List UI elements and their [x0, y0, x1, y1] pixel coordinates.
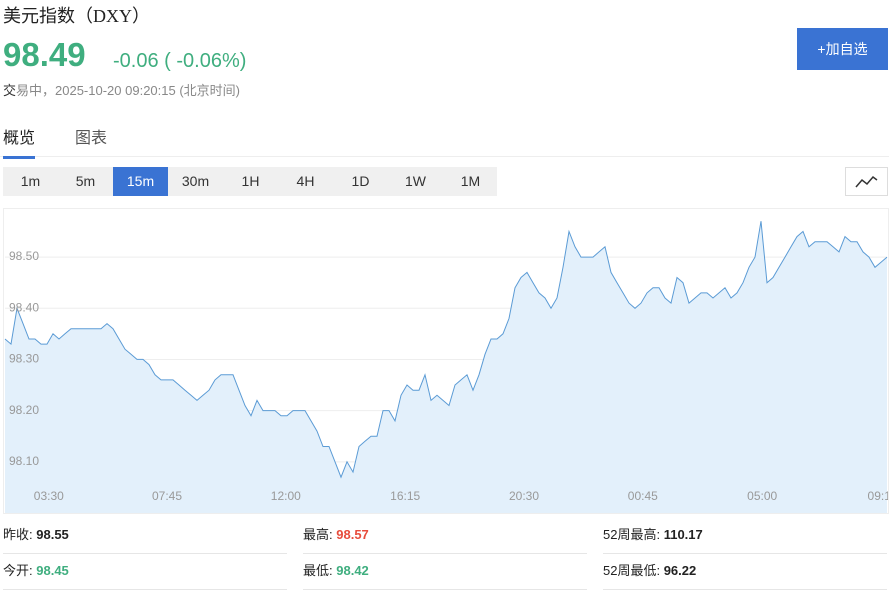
- x-tick-label: 20:30: [509, 489, 539, 503]
- interval[interactable]: 1D: [351, 173, 370, 189]
- stat-label: 最高:: [303, 527, 333, 542]
- interval[interactable]: 15m: [113, 167, 168, 196]
- tab[interactable]: 图表: [75, 130, 108, 147]
- stat-label: 52周最高:: [603, 527, 661, 542]
- x-tick-label: 07:45: [152, 489, 182, 503]
- change: -0.06 ( -0.06%): [113, 50, 247, 72]
- interval[interactable]: 4H: [296, 173, 315, 189]
- stat: 52周最低: 96.22: [603, 553, 887, 590]
- x-tick-label: 00:45: [628, 489, 658, 503]
- y-tick-label: 98.40: [9, 300, 39, 314]
- area: [5, 221, 887, 513]
- stat-label: 52周最低:: [603, 563, 661, 578]
- stat-value: 98.55: [36, 527, 69, 542]
- y-tick-label: 98.50: [9, 249, 39, 263]
- interval[interactable]: 1H: [241, 173, 260, 189]
- stat-value: 96.22: [663, 563, 697, 578]
- stat: 52周最高: 110.17: [603, 517, 887, 554]
- interval[interactable]: 1W: [405, 173, 426, 189]
- status: 交易中，2025-10-20 09:20:15 (北京时间): [3, 83, 240, 98]
- stat: 今开: 98.45: [3, 553, 287, 590]
- x-tick-label: 05:00: [747, 489, 777, 503]
- interval[interactable]: 1m: [20, 173, 41, 189]
- chart-style-button[interactable]: [845, 167, 888, 196]
- tabs: 概览 图表: [0, 118, 889, 159]
- icon: [855, 175, 878, 188]
- stat-value: 98.42: [336, 563, 369, 578]
- stat: 最高: 98.57: [303, 517, 587, 554]
- stat-label: 今开:: [3, 563, 33, 578]
- stat-label: 最低:: [303, 563, 333, 578]
- y-tick-label: 98.30: [9, 352, 39, 366]
- interval-bar: 1m 5m 15m 30m 1H 4H 1D 1W 1M: [3, 167, 497, 196]
- stat: 最低: 98.42: [303, 553, 587, 590]
- y-tick-label: 98.10: [9, 454, 39, 468]
- line: [4, 221, 888, 479]
- chart: 98.10 98.20 98.30 98.40 98.50 03:30 07:45 12:00…: [3, 208, 889, 514]
- x-tick-label: 09:1: [868, 489, 889, 503]
- stat-label: 昨收:: [3, 527, 33, 542]
- x-tick-label: 12:00: [271, 489, 301, 503]
- icon-line: [855, 175, 878, 188]
- price: 98.49: [3, 36, 86, 73]
- add-watchlist-button[interactable]: +加自选: [797, 28, 888, 70]
- title: 美元指数（DXY）: [3, 6, 150, 26]
- x-tick-label: 16:15: [390, 489, 420, 503]
- interval[interactable]: 1M: [460, 173, 481, 189]
- stat: 昨收: 98.55: [3, 517, 287, 554]
- stat-value: 110.17: [663, 527, 703, 542]
- stat-value: 98.45: [36, 563, 69, 578]
- y-tick-label: 98.20: [9, 403, 39, 417]
- interval[interactable]: 30m: [181, 173, 210, 189]
- stat-value: 98.57: [336, 527, 369, 542]
- tab[interactable]: 概览: [3, 124, 36, 159]
- interval[interactable]: 5m: [75, 173, 96, 189]
- x-tick-label: 03:30: [34, 489, 64, 503]
